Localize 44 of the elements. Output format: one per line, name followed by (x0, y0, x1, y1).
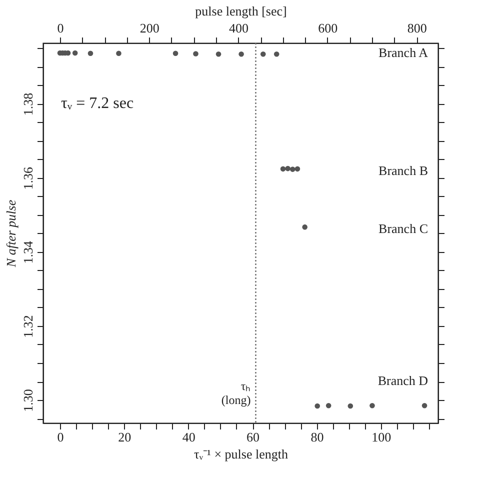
y-tick-label: 1.30 (20, 389, 36, 412)
point (348, 403, 354, 409)
point (314, 403, 320, 409)
x-tick-label: 20 (118, 430, 132, 444)
x-axis-title: τᵥ⁻¹ × pulse length (194, 446, 288, 462)
point (238, 51, 244, 57)
annotation: Branch C (378, 221, 428, 236)
point (193, 51, 198, 56)
x2-tick-label: 400 (229, 20, 249, 36)
y-tick-label: 1.32 (20, 315, 36, 338)
annotation: Branch B (378, 163, 428, 178)
y-tick-label: 1.34 (20, 240, 36, 264)
point (422, 402, 428, 408)
point (216, 51, 222, 57)
point (88, 50, 94, 56)
x2-axis-title: pulse length [sec] (195, 4, 287, 18)
y-tick-label: 1.38 (20, 92, 36, 116)
annotation: Branch D (378, 373, 428, 388)
x2-tick-label: 200 (140, 20, 160, 36)
y-axis-title: N after pulse (4, 200, 18, 268)
point (72, 50, 78, 56)
point (280, 166, 286, 172)
point (274, 51, 280, 57)
point (285, 166, 290, 172)
annotation: τᵥ = 7.2 sec (61, 95, 134, 112)
point (116, 50, 122, 56)
point (260, 51, 266, 57)
y-tick-label: 1.36 (20, 166, 36, 190)
x2-tick-label: 0 (57, 20, 64, 36)
x-tick-label: 0 (57, 430, 64, 444)
point (294, 166, 300, 172)
point (302, 224, 308, 230)
x2-tick-label: 600 (318, 20, 338, 36)
ref-line-label: τₕ (long) (221, 379, 251, 407)
x-tick-label: 60 (246, 430, 260, 444)
point (290, 166, 296, 172)
x-tick-label: 40 (182, 430, 196, 444)
point (172, 50, 178, 56)
point (370, 402, 375, 408)
x-tick-label: 80 (310, 430, 324, 444)
x2-tick-label: 800 (407, 20, 427, 36)
x-tick-label: 100 (372, 430, 392, 444)
point (326, 402, 332, 408)
annotation: Branch A (378, 45, 429, 60)
